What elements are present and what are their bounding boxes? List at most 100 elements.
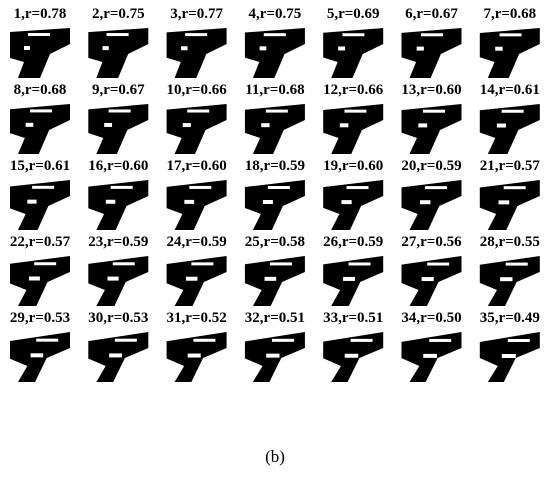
shape — [166, 256, 227, 306]
binary-image — [323, 180, 384, 230]
hole — [339, 123, 349, 128]
highlight — [106, 33, 129, 37]
highlight — [425, 186, 448, 190]
highlight — [265, 109, 288, 113]
hole — [259, 46, 267, 51]
highlight — [114, 338, 137, 342]
panel-label: 4,r=0.75 — [249, 6, 302, 22]
hole — [27, 199, 37, 204]
panel-label: 25,r=0.58 — [245, 234, 305, 250]
panel-label: 12,r=0.66 — [323, 82, 384, 98]
hole — [421, 277, 434, 282]
shape — [479, 180, 540, 230]
highlight — [427, 262, 450, 266]
binary-image — [166, 104, 227, 154]
binary-image — [401, 256, 462, 306]
highlight — [348, 262, 371, 266]
binary-image — [244, 104, 305, 154]
binary-image — [10, 256, 70, 306]
hole — [264, 276, 277, 281]
highlight — [193, 338, 216, 342]
hole — [30, 353, 44, 358]
hole — [498, 200, 510, 205]
binary-image — [401, 28, 462, 78]
binary-image — [88, 256, 149, 306]
hole — [418, 123, 428, 128]
shape — [88, 28, 149, 78]
panel-label: 2,r=0.75 — [92, 6, 145, 22]
panel-label: 17,r=0.60 — [166, 158, 226, 174]
panel-label: 30,r=0.53 — [88, 310, 148, 326]
hole — [187, 353, 201, 358]
shape — [323, 104, 384, 154]
hole — [261, 123, 270, 128]
highlight — [342, 33, 365, 37]
shape — [10, 28, 70, 78]
binary-image — [10, 332, 70, 382]
shape — [88, 180, 149, 230]
shape — [323, 256, 384, 306]
hole — [416, 46, 424, 51]
shape — [401, 28, 462, 78]
shape — [88, 256, 149, 306]
highlight — [505, 262, 528, 266]
highlight — [191, 262, 214, 266]
shape — [244, 28, 305, 78]
highlight — [28, 33, 50, 36]
panel-label: 23,r=0.59 — [88, 234, 148, 250]
panel-label: 16,r=0.60 — [88, 158, 148, 174]
shape — [401, 180, 462, 230]
highlight — [110, 185, 133, 189]
highlight — [499, 33, 522, 37]
binary-image — [88, 28, 149, 78]
highlight — [30, 109, 53, 113]
hole — [343, 276, 355, 281]
binary-image — [10, 104, 70, 154]
highlight — [420, 33, 443, 37]
hole — [109, 353, 122, 358]
binary-image — [10, 180, 70, 230]
binary-image — [88, 332, 149, 382]
highlight — [185, 33, 208, 37]
shape — [10, 104, 70, 154]
hole — [104, 122, 113, 127]
highlight — [187, 109, 210, 113]
hole — [184, 199, 195, 204]
shape — [166, 180, 227, 230]
panel-label: 32,r=0.51 — [245, 310, 305, 326]
highlight — [503, 186, 526, 190]
hole — [102, 46, 109, 51]
panel-label: 28,r=0.55 — [480, 234, 540, 250]
binary-image — [244, 256, 305, 306]
hole — [419, 200, 431, 205]
panel-label: 3,r=0.77 — [170, 6, 223, 22]
highlight — [350, 338, 373, 342]
hole — [181, 46, 188, 51]
hole — [186, 276, 198, 281]
binary-image — [479, 256, 540, 306]
binary-image — [166, 332, 227, 382]
panel-label: 29,r=0.53 — [10, 310, 70, 326]
shape — [323, 28, 384, 78]
panel-label: 19,r=0.60 — [323, 158, 383, 174]
hole — [423, 353, 438, 358]
highlight — [108, 109, 131, 113]
hole — [107, 276, 119, 281]
binary-image — [323, 332, 384, 382]
highlight — [501, 109, 524, 113]
panel-label: 9,r=0.67 — [92, 82, 145, 98]
hole — [344, 353, 359, 358]
panel-label: 15,r=0.61 — [10, 158, 70, 174]
hole — [28, 276, 40, 281]
binary-image — [166, 28, 227, 78]
highlight — [267, 186, 290, 189]
panel-label: 6,r=0.67 — [405, 6, 458, 22]
shape — [479, 28, 540, 78]
panel-label: 33,r=0.51 — [323, 310, 383, 326]
binary-image — [244, 332, 305, 382]
hole — [266, 353, 280, 358]
binary-image — [323, 256, 384, 306]
binary-image — [401, 180, 462, 230]
shape — [166, 104, 227, 154]
